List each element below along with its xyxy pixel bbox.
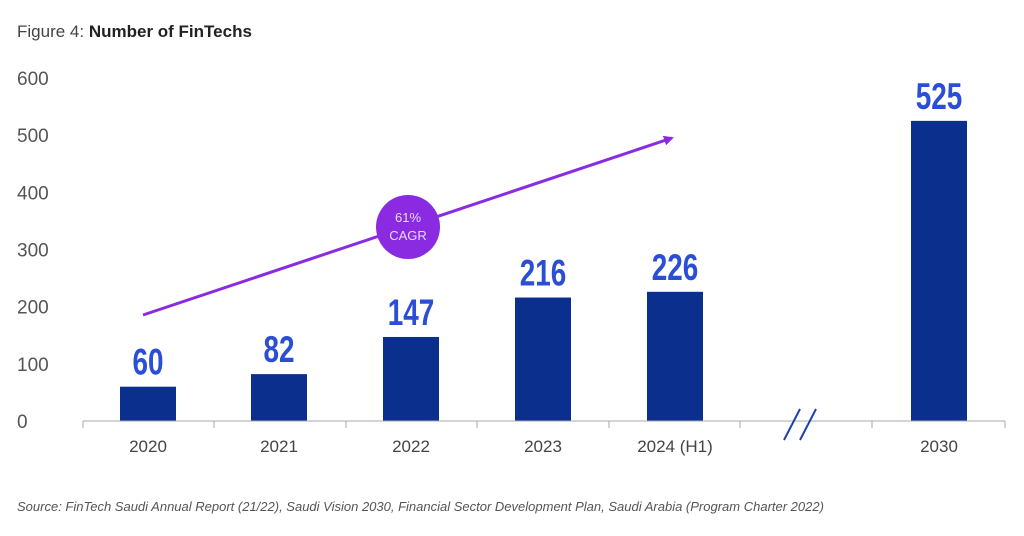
bar-2024-h1- [647,291,703,421]
y-tick-label: 300 [17,241,49,262]
y-tick-label: 100 [17,355,49,376]
x-tick-label: 2020 [129,437,167,456]
cagr-badge [376,195,440,259]
x-tick-label: 2023 [524,437,562,456]
data-label: 82 [264,328,295,370]
data-label: 226 [652,246,699,288]
bar-2023 [515,297,571,421]
data-label: 216 [520,252,567,294]
source-note: Source: FinTech Saudi Annual Report (21/… [17,499,824,514]
figure-title: Number of FinTechs [89,22,252,41]
figure-label: Figure 4: [17,22,84,41]
y-tick-label: 200 [17,298,49,319]
x-tick-label: 2022 [392,437,430,456]
figure-heading: Figure 4: Number of FinTechs [17,22,252,41]
y-tick-label: 400 [17,183,49,204]
cagr-label: CAGR [389,228,427,243]
y-tick-label: 600 [17,69,49,90]
x-tick-label: 2024 (H1) [637,437,713,456]
data-label: 525 [916,75,963,117]
y-tick-label: 0 [17,412,28,433]
bar-2022 [383,336,439,421]
x-tick-label: 2021 [260,437,298,456]
axis-break-icon [783,408,817,441]
bar-2030 [911,120,967,421]
y-tick-label: 500 [17,126,49,147]
data-label: 147 [388,291,435,333]
cagr-value: 61% [395,210,421,225]
data-label: 60 [133,341,164,383]
x-tick-label: 2030 [920,437,958,456]
bar-2020 [120,386,176,421]
bar-2021 [251,374,307,421]
